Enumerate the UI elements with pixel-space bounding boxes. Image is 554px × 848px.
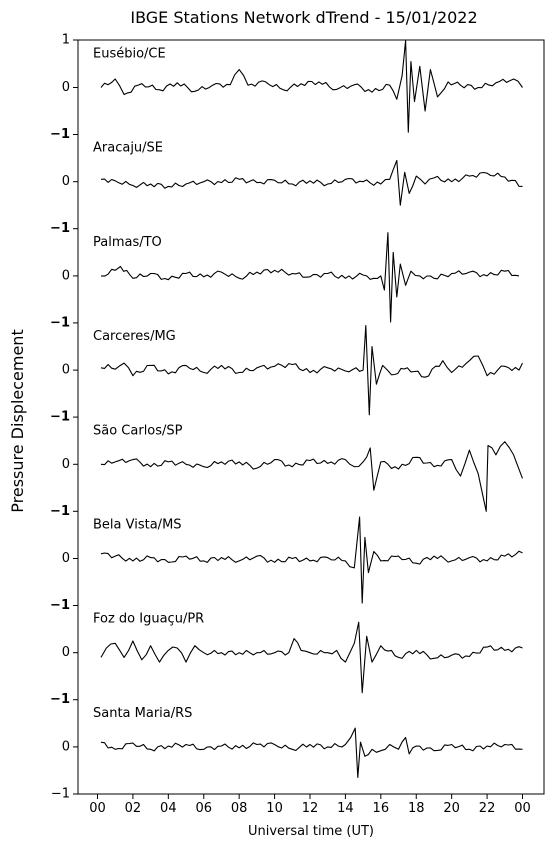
- y-tick-label-separator: −1: [50, 315, 70, 330]
- station-trace: [100, 324, 523, 416]
- x-tick-label: 22: [479, 801, 496, 816]
- y-tick-label-zero: 0: [62, 268, 70, 283]
- x-tick-label: 00: [514, 801, 531, 816]
- y-tick-label-bottom: −1: [51, 787, 70, 802]
- x-tick-label: 10: [266, 801, 283, 816]
- station-label: Santa Maria/RS: [93, 706, 192, 721]
- station-label: Eusébio/CE: [93, 47, 166, 62]
- axis-ticks: 00 02 04 06 08 10 12 14 16 18 20 22 0010−10−10−10−10…: [50, 33, 531, 817]
- y-tick-label-separator: −1: [50, 504, 70, 519]
- y-tick-label-separator: −1: [50, 127, 70, 142]
- y-tick-label-zero: 0: [62, 551, 70, 566]
- x-tick-label: 18: [408, 801, 425, 816]
- station-traces: [100, 39, 524, 778]
- x-tick-label: 16: [373, 801, 390, 816]
- y-tick-label-separator: −1: [50, 221, 70, 236]
- x-tick-label: 20: [443, 801, 460, 816]
- y-tick-label-zero: 0: [62, 739, 70, 754]
- station-label: Palmas/TO: [93, 235, 162, 250]
- x-tick-label: 14: [337, 801, 354, 816]
- y-tick-label-separator: −1: [50, 692, 70, 707]
- station-label: Foz do Iguaçu/PR: [93, 612, 204, 627]
- y-tick-label-zero: 0: [62, 80, 70, 95]
- chart-title: IBGE Stations Network dTrend - 15/01/202…: [130, 8, 477, 27]
- station-label: Bela Vista/MS: [93, 518, 182, 533]
- y-tick-label-zero: 0: [62, 457, 70, 472]
- x-tick-label: 00: [89, 801, 106, 816]
- y-tick-label-zero: 0: [62, 363, 70, 378]
- y-tick-label-separator: −1: [50, 598, 70, 613]
- x-tick-label: 02: [125, 801, 142, 816]
- x-tick-label: 08: [231, 801, 248, 816]
- y-tick-label-zero: 0: [62, 645, 70, 660]
- station-trace: [100, 516, 523, 604]
- x-tick-label: 06: [195, 801, 212, 816]
- station-trace: [100, 232, 520, 323]
- station-trace: [100, 621, 523, 694]
- station-trace: [100, 727, 523, 778]
- station-trace: [100, 441, 524, 512]
- station-label: São Carlos/SP: [93, 423, 183, 438]
- x-axis-label: Universal time (UT): [248, 824, 374, 839]
- y-tick-label-top: 1: [62, 33, 70, 48]
- y-tick-label-separator: −1: [50, 410, 70, 425]
- station-labels: Eusébio/CE Aracaju/SE Palmas/TO Carceres/MG…: [93, 47, 204, 721]
- y-axis-label: Pressure Displecement: [8, 329, 27, 512]
- x-tick-label: 12: [302, 801, 319, 816]
- station-trace: [100, 159, 523, 206]
- station-trace: [100, 39, 523, 133]
- y-tick-label-zero: 0: [62, 174, 70, 189]
- x-tick-label: 04: [160, 801, 177, 816]
- station-label: Carceres/MG: [93, 329, 176, 344]
- station-label: Aracaju/SE: [93, 141, 163, 156]
